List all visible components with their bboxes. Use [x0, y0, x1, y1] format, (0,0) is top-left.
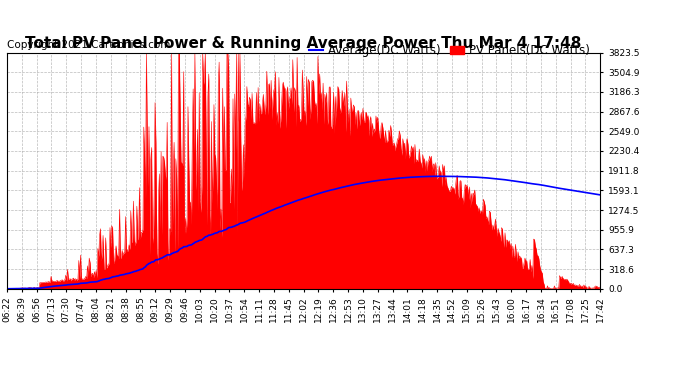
Legend: Average(DC Watts), PV Panels(DC Watts): Average(DC Watts), PV Panels(DC Watts) [304, 39, 594, 62]
Text: Copyright 2021 Cartronics.com: Copyright 2021 Cartronics.com [7, 39, 170, 50]
Title: Total PV Panel Power & Running Average Power Thu Mar 4 17:48: Total PV Panel Power & Running Average P… [26, 36, 582, 51]
